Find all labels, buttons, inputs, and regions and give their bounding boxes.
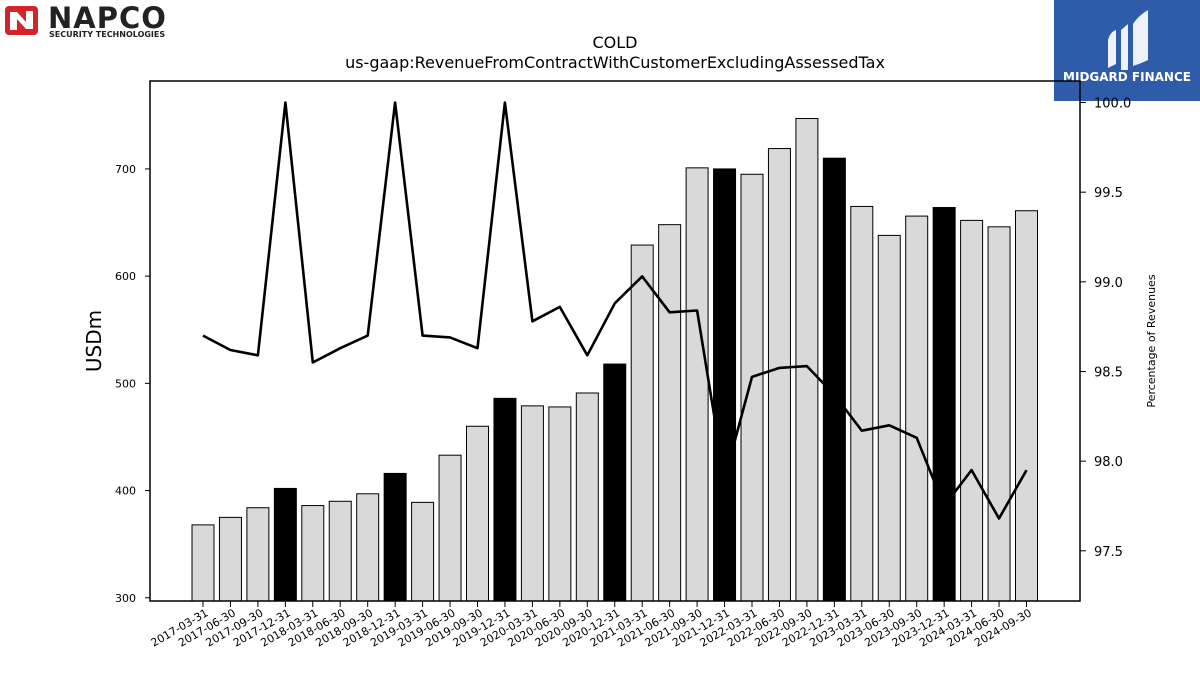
bar-2019-06-30 [438,454,462,602]
napco-logo-name: NAPCO [48,1,167,35]
bar-2024-09-30 [1015,210,1038,602]
bar-2021-12-31 [713,168,737,602]
bar-2020-03-31 [520,405,544,602]
bar-2023-06-30 [877,234,901,602]
y2-tick-label-98: 98.0 [1094,455,1123,470]
bar-2019-12-31 [493,397,517,602]
bar-2022-03-31 [740,173,764,602]
y-tick-label-400: 400 [115,485,136,498]
bar-2020-12-31 [603,363,627,602]
napco-logo: NAPCO SECURITY TECHNOLOGIES [5,1,167,39]
bar-2017-06-30 [218,516,242,602]
bar-2024-06-30 [987,226,1011,602]
chart-subtitle: us-gaap:RevenueFromContractWithCustomerE… [345,53,885,72]
bar-2024-03-31 [960,219,984,602]
y-axis-right: 97.5 98.0 98.5 99.0 99.5 100.0 [1080,97,1131,560]
chart-title: COLD [593,33,638,52]
bar-2019-09-30 [466,425,489,602]
bar-2023-09-30 [905,215,929,602]
bar-2021-03-31 [630,244,654,602]
bar-2017-03-31 [191,524,215,602]
bar-2020-09-30 [575,392,599,602]
bar-2018-06-30 [328,500,352,602]
bar-2018-12-31 [383,472,407,602]
bar-series [191,118,1038,602]
x-axis: 2017-03-312017-06-302017-09-302017-12-31… [149,601,1034,650]
y-tick-label-600: 600 [115,270,136,283]
midgard-logo-emblem-icon [1108,10,1148,70]
line-series [202,101,1028,520]
y-axis-label: USDm [82,310,106,372]
bar-2017-09-30 [246,507,270,602]
napco-logo-slash-icon [10,11,33,30]
y2-tick-label-100: 100.0 [1094,97,1131,112]
bar-2018-03-31 [301,505,325,602]
y2-axis-label: Percentage of Revenues [1145,274,1158,407]
bar-2021-09-30 [685,167,709,602]
y-tick-label-700: 700 [115,163,136,176]
y-axis-left: 300 400 500 600 700 [115,163,150,605]
y2-tick-label-98.5: 98.5 [1094,365,1123,380]
bar-2018-09-30 [356,493,380,602]
midgard-logo: MIDGARD FINANCE [1054,0,1200,101]
bar-2021-06-30 [658,224,682,602]
y-tick-label-500: 500 [115,377,136,390]
bar-2019-03-31 [411,501,435,602]
bar-2022-12-31 [822,157,846,602]
bar-2022-09-30 [795,118,819,602]
bar-2017-12-31 [273,487,297,602]
y2-tick-label-99.5: 99.5 [1094,186,1123,201]
y2-tick-label-99: 99.0 [1094,276,1123,291]
bar-2020-06-30 [548,406,572,602]
napco-logo-tagline: SECURITY TECHNOLOGIES [49,30,165,39]
y-tick-label-300: 300 [115,592,136,605]
bar-2023-12-31 [932,207,956,602]
midgard-logo-name: MIDGARD FINANCE [1063,70,1191,84]
bar-2023-03-31 [850,205,874,602]
bar-2022-06-30 [767,148,791,602]
y2-tick-label-97.5: 97.5 [1094,545,1123,560]
